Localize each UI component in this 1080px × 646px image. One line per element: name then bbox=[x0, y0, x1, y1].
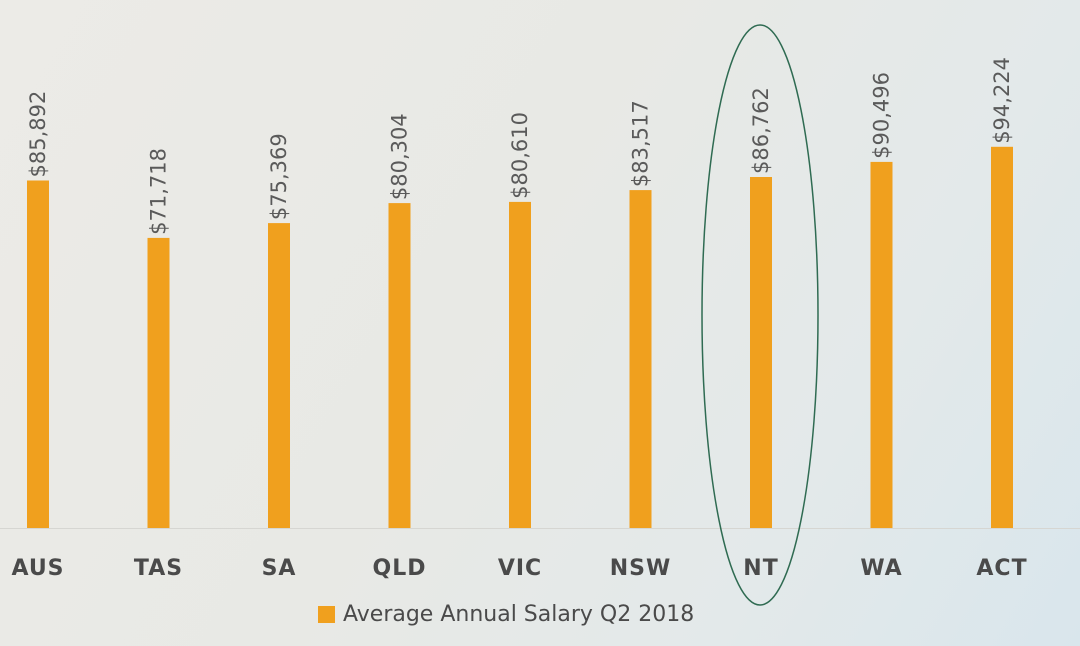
category-label-qld: QLD bbox=[373, 556, 427, 581]
bar-nt bbox=[750, 177, 772, 528]
value-label-aus: $85,892 bbox=[26, 91, 50, 178]
category-label-wa: WA bbox=[860, 556, 902, 581]
value-label-nsw: $83,517 bbox=[629, 100, 653, 187]
value-label-act: $94,224 bbox=[990, 57, 1014, 144]
legend: Average Annual Salary Q2 2018 bbox=[318, 598, 694, 630]
bar-tas bbox=[147, 237, 170, 528]
bar-act bbox=[991, 146, 1013, 529]
highlight-ellipse-nt bbox=[701, 24, 819, 606]
bar-sa bbox=[268, 223, 290, 528]
category-label-nsw: NSW bbox=[610, 556, 672, 581]
category-label-vic: VIC bbox=[498, 556, 542, 581]
category-label-sa: SA bbox=[262, 556, 297, 581]
category-label-act: ACT bbox=[976, 556, 1027, 581]
bar-aus bbox=[27, 180, 49, 528]
bar-qld bbox=[388, 203, 411, 528]
legend-swatch bbox=[318, 605, 335, 623]
value-label-wa: $90,496 bbox=[870, 72, 894, 159]
bar-vic bbox=[509, 201, 531, 528]
category-label-nt: NT bbox=[743, 556, 778, 581]
category-label-aus: AUS bbox=[11, 556, 64, 581]
bar-wa bbox=[870, 161, 893, 528]
bar-nsw bbox=[629, 190, 652, 528]
value-label-tas: $71,718 bbox=[147, 148, 171, 235]
value-label-nt: $86,762 bbox=[749, 87, 773, 174]
value-label-qld: $80,304 bbox=[388, 113, 412, 200]
value-label-sa: $75,369 bbox=[267, 133, 291, 220]
value-label-vic: $80,610 bbox=[508, 112, 532, 199]
category-label-tas: TAS bbox=[134, 556, 183, 581]
legend-label: Average Annual Salary Q2 2018 bbox=[343, 601, 695, 627]
